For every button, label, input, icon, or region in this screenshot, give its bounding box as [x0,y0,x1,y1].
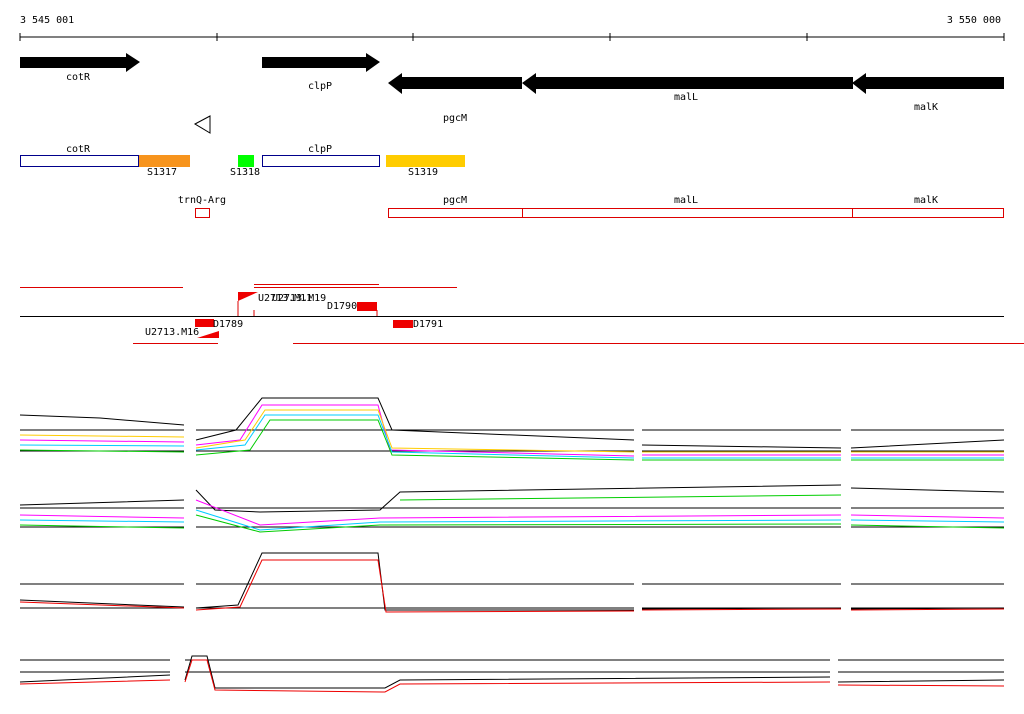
annotation-label: clpP [308,144,332,155]
rna-label: pgcM [443,195,467,206]
ruler-start: 3 545 001 [20,15,74,26]
genes: cotR clpP pgcM malL malK [20,53,1004,134]
gene-label: clpP [308,81,332,92]
annotations: cotR S1317 S1318 clpP S1319 [20,144,465,178]
ruler: 3 545 001 3 550 000 [19,15,1005,41]
probe-label: D1790 [327,301,357,312]
annotation-label: S1318 [230,167,260,178]
rna-label: malL [674,195,698,206]
expression-tracks [19,397,1005,693]
annotation-label: cotR [66,144,91,155]
gene-label: malL [674,92,698,103]
probe-label: D1789 [213,319,243,330]
gene-label: pgcM [443,113,467,124]
probe-label: U2713.M19 [272,293,326,304]
rna-label: trnQ-Arg [178,195,226,206]
gene-label: cotR [66,72,91,83]
probes: U2713.M11 U2713.M19 D1790 D1789 D1791 U2… [20,284,1024,344]
gene-label: malK [914,102,938,113]
probe-label: D1791 [413,319,443,330]
ruler-end: 3 550 000 [947,15,1001,26]
probe-label: U2713.M11 [258,293,312,304]
annotation-label: S1317 [147,167,177,178]
rna-features: trnQ-Arg pgcM malL malK [178,195,1004,218]
annotation-label: S1319 [408,167,438,178]
rna-label: malK [914,195,938,206]
probe-label: U2713.M16 [145,327,199,338]
